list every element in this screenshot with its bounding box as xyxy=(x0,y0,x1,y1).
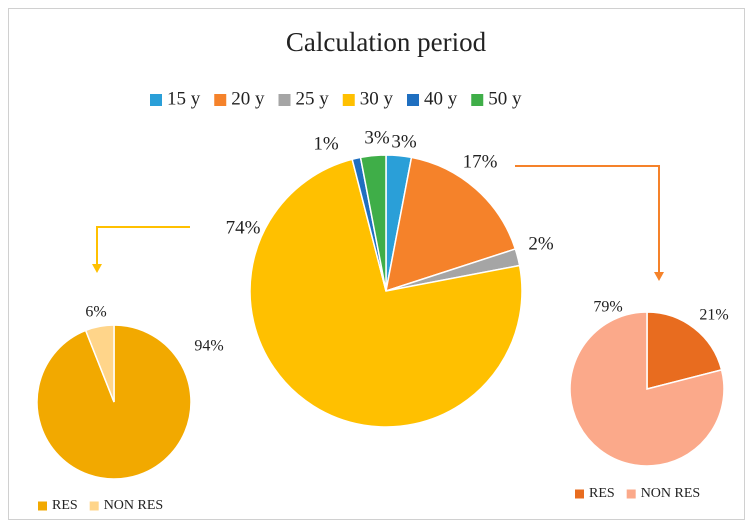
legend-swatch xyxy=(342,94,355,106)
legend-swatch xyxy=(150,94,162,106)
legend-label: RES xyxy=(589,486,615,501)
legend-label: 50 y xyxy=(488,88,522,109)
data-label: 3% xyxy=(391,131,417,152)
arrow xyxy=(96,226,190,266)
data-label: 17% xyxy=(463,151,498,172)
data-label: 21% xyxy=(699,307,728,324)
pie-slice xyxy=(84,324,115,403)
legend-swatch xyxy=(626,489,636,499)
legend-label: NON RES xyxy=(641,486,701,501)
pie-slice xyxy=(646,311,723,390)
legend-label: RES xyxy=(52,498,78,513)
legend-label: NON RES xyxy=(104,498,164,513)
data-label: 79% xyxy=(593,299,622,316)
arrow xyxy=(515,165,660,274)
data-label: 6% xyxy=(85,304,106,321)
pie-slice xyxy=(249,158,523,428)
legend-swatch xyxy=(38,501,47,511)
legend-label: 15 y xyxy=(167,88,201,109)
pie-slice xyxy=(359,154,387,292)
pie-slice xyxy=(569,311,725,467)
legend-label: 20 y xyxy=(231,88,265,109)
data-label: 3% xyxy=(364,127,390,148)
legend-swatch xyxy=(407,94,419,106)
legend-swatch xyxy=(214,94,227,106)
legend-label: 40 y xyxy=(424,88,458,109)
arrow-head xyxy=(654,272,664,281)
arrow-head xyxy=(92,264,102,273)
data-label: 1% xyxy=(313,133,339,154)
legend-label: 25 y xyxy=(296,88,330,109)
pie-slice xyxy=(385,156,517,293)
data-label: 74% xyxy=(226,217,261,238)
legend-swatch xyxy=(278,94,291,106)
legend-swatch xyxy=(89,501,99,511)
legend-swatch xyxy=(575,489,584,499)
data-label: 2% xyxy=(528,233,554,254)
legend-swatch xyxy=(471,94,484,106)
data-label: 94% xyxy=(194,338,223,355)
legend-label: 30 y xyxy=(360,88,394,109)
chart-title: Calculation period xyxy=(286,27,487,57)
